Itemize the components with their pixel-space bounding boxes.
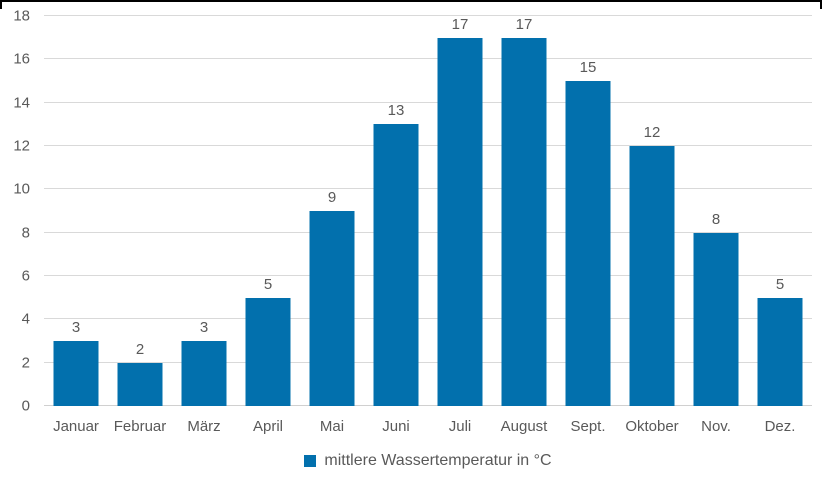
gridline <box>44 231 812 233</box>
y-tick-label: 2 <box>21 354 30 372</box>
x-axis-label: Sept. <box>570 418 606 435</box>
gridline <box>44 145 812 146</box>
bar <box>757 297 803 406</box>
x-axis-label: Februar <box>113 418 167 435</box>
legend: mittlere Wassertemperatur in °C <box>44 452 812 470</box>
gridline <box>44 318 812 320</box>
y-tick-label: 18 <box>13 7 30 25</box>
bar-column: 13 Juni <box>364 16 428 435</box>
y-tick-label: 12 <box>13 137 30 155</box>
bar-column: 3 Januar <box>44 16 108 435</box>
bar <box>501 37 547 406</box>
plot-area: 3 Januar 2 Februar 3 März 5 April 9 Mai 13 Juni 17 Ju… <box>44 15 812 435</box>
frame-border-corner-left <box>0 0 2 9</box>
y-tick-label: 4 <box>21 310 30 328</box>
x-axis-label: März <box>187 418 221 435</box>
bar <box>53 341 99 406</box>
bar-column: 17 Juli <box>428 15 492 435</box>
x-axis-label: Januar <box>53 418 99 435</box>
bar-value-label: 13 <box>387 102 405 120</box>
x-axis-line <box>44 405 812 406</box>
legend-marker-square-icon <box>304 455 317 467</box>
bar-column: 5 April <box>236 16 300 435</box>
y-tick-label: 14 <box>13 94 30 112</box>
gridline <box>44 361 812 363</box>
frame-border-top <box>0 0 822 2</box>
x-axis-label: Juli <box>448 418 472 435</box>
bar-value-label: 17 <box>451 15 469 33</box>
bar-columns: 3 Januar 2 Februar 3 März 5 April 9 Mai 13 Juni 17 Ju… <box>44 15 812 435</box>
x-axis-label: Nov. <box>701 418 731 435</box>
bar-column: 9 Mai <box>300 16 364 435</box>
y-tick-label: 8 <box>21 224 30 242</box>
x-axis-label: April <box>252 418 284 435</box>
bar-column: 2 Februar <box>108 16 172 435</box>
bar-column: 15 Sept. <box>556 16 620 435</box>
bar-value-label: 9 <box>327 189 337 206</box>
gridline <box>44 188 812 190</box>
bar <box>565 81 611 406</box>
bar-column: 12 Oktober <box>620 16 684 435</box>
bar-value-label: 12 <box>643 124 661 141</box>
gridline <box>44 15 812 16</box>
bar <box>245 297 291 406</box>
frame-border-corner-right <box>820 0 822 9</box>
bar <box>629 146 675 406</box>
y-tick-label: 10 <box>13 180 30 198</box>
x-axis-label: Dez. <box>764 418 796 435</box>
bar-value-label: 2 <box>135 340 145 358</box>
bar <box>373 124 419 406</box>
bar <box>309 211 355 406</box>
gridline <box>44 101 812 103</box>
bar <box>437 37 483 406</box>
y-axis: 0 2 4 6 8 10 12 14 16 18 <box>0 9 30 414</box>
bar-column: 3 März <box>172 16 236 435</box>
y-tick-label: 0 <box>21 397 30 415</box>
bar-value-label: 3 <box>199 319 209 336</box>
legend-label: mittlere Wassertemperatur in °C <box>324 452 552 469</box>
y-tick-label: 6 <box>21 267 30 285</box>
x-axis-label: Oktober <box>625 418 679 435</box>
gridline <box>44 275 812 276</box>
bar-column: 8 Nov. <box>684 16 748 435</box>
bar-value-label: 8 <box>711 210 721 228</box>
bar <box>181 341 227 406</box>
gridline <box>44 58 812 60</box>
bar-value-label: 5 <box>263 275 273 293</box>
bar-value-label: 5 <box>775 275 785 293</box>
x-axis-label: Juni <box>382 418 410 435</box>
bar-column: 5 Dez. <box>748 16 812 435</box>
bar <box>693 232 739 406</box>
bar-value-label: 17 <box>515 15 533 33</box>
y-tick-label: 16 <box>13 50 30 68</box>
bar-value-label: 15 <box>579 59 597 76</box>
x-axis-label: August <box>500 418 548 435</box>
x-axis-label: Mai <box>319 418 345 435</box>
bar-column: 17 August <box>492 15 556 435</box>
bar-value-label: 3 <box>71 319 81 336</box>
bar <box>117 362 163 406</box>
